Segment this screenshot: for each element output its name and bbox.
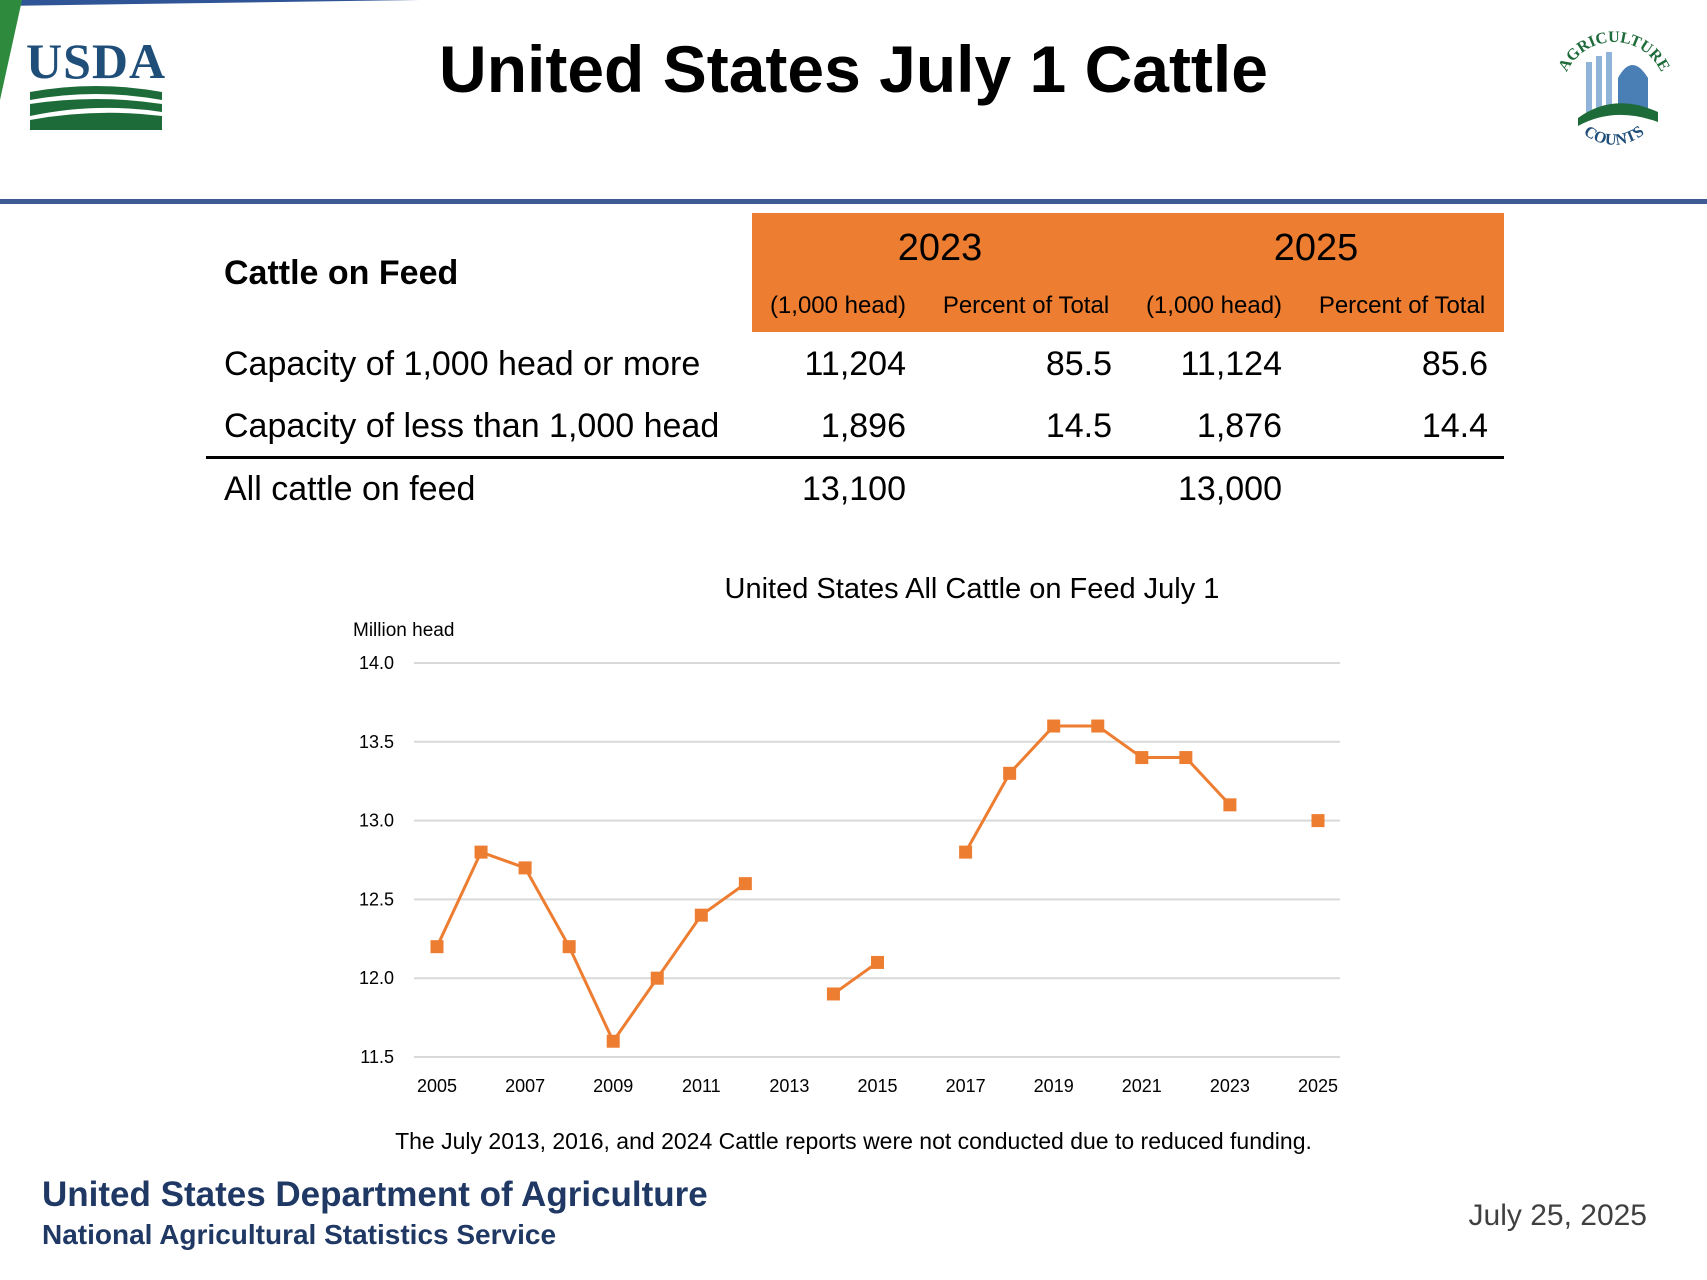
year-header-2023: 2023 xyxy=(897,227,983,269)
agriculture-counts-logo: AGRICULTURE COUNTS xyxy=(1548,22,1678,162)
subheader-head-2025: (1,000 head) xyxy=(1145,292,1283,319)
data-point xyxy=(1223,798,1237,812)
data-point xyxy=(1179,751,1193,765)
subheader-head-2023: (1,000 head) xyxy=(769,292,907,319)
chart-title: United States All Cattle on Feed July 1 xyxy=(725,573,1220,605)
y-tick-label: 12.5 xyxy=(359,889,394,909)
row-label-total: All cattle on feed xyxy=(224,470,476,508)
data-point xyxy=(474,845,488,859)
table-header-band xyxy=(752,213,1504,332)
page-title: United States July 1 Cattle xyxy=(439,32,1268,106)
data-point xyxy=(871,955,884,969)
data-point xyxy=(738,877,752,891)
usda-logo: USDA xyxy=(26,36,166,136)
year-header-2025: 2025 xyxy=(1273,227,1359,269)
header-rule xyxy=(0,199,1707,204)
series-line xyxy=(435,850,747,1045)
agriculture-counts-emblem: AGRICULTURE COUNTS xyxy=(1555,29,1673,149)
table-cell: 11,124 xyxy=(1180,345,1282,383)
x-tick-label: 2009 xyxy=(593,1076,633,1096)
y-tick-label: 13.5 xyxy=(359,732,394,752)
line-chart: United States All Cattle on Feed July 1 … xyxy=(353,573,1340,1096)
row-label-small-capacity: Capacity of less than 1,000 head xyxy=(224,407,720,445)
row-label-large-capacity: Capacity of 1,000 head or more xyxy=(224,345,701,383)
data-point xyxy=(562,940,576,954)
x-tick-label: 2013 xyxy=(769,1076,809,1096)
x-tick-label: 2019 xyxy=(1034,1076,1074,1096)
footer-department: United States Department of Agriculture xyxy=(42,1175,708,1214)
table-cell: 1,896 xyxy=(820,407,906,445)
x-tick-label: 2025 xyxy=(1298,1076,1338,1096)
subheader-percent-2025: Percent of Total xyxy=(1318,292,1486,319)
table-total-rule xyxy=(206,456,1504,459)
table-title: Cattle on Feed xyxy=(224,254,459,292)
table-cell: 85.6 xyxy=(1421,345,1488,383)
table-cell: 14.5 xyxy=(1045,407,1112,445)
series-line xyxy=(964,724,1231,853)
x-tick-label: 2005 xyxy=(417,1076,457,1096)
table-cell: 85.5 xyxy=(1045,345,1112,383)
y-tick-label: 13.0 xyxy=(359,811,394,831)
data-point xyxy=(606,1034,620,1048)
data-point xyxy=(430,940,444,954)
data-point xyxy=(1135,751,1149,765)
data-point xyxy=(959,845,973,859)
data-point xyxy=(1091,719,1105,733)
data-point xyxy=(826,987,840,1001)
data-point xyxy=(1047,719,1061,733)
subheader-percent-2023: Percent of Total xyxy=(942,292,1110,319)
x-tick-label: 2007 xyxy=(505,1076,545,1096)
y-tick-label: 11.5 xyxy=(360,1047,394,1067)
x-tick-label: 2015 xyxy=(857,1076,897,1096)
table-cell: 11,204 xyxy=(804,345,906,383)
data-point xyxy=(518,861,532,875)
y-axis-label: Million head xyxy=(353,620,454,641)
table-cell: 14.4 xyxy=(1421,407,1488,445)
y-tick-label: 14.0 xyxy=(359,653,394,673)
table-cell-total-2023: 13,100 xyxy=(802,470,906,508)
data-point xyxy=(1311,814,1325,828)
x-tick-label: 2023 xyxy=(1210,1076,1250,1096)
footer-service: National Agricultural Statistics Service xyxy=(42,1219,557,1250)
usda-logo-text: USDA xyxy=(26,33,167,89)
x-tick-label: 2017 xyxy=(946,1076,986,1096)
x-tick-label: 2021 xyxy=(1122,1076,1162,1096)
data-point xyxy=(1003,766,1017,780)
usda-logo-mark xyxy=(30,86,162,130)
data-point xyxy=(694,908,708,922)
corner-stripe xyxy=(0,0,420,100)
data-point xyxy=(650,971,664,985)
chart-footnote: The July 2013, 2016, and 2024 Cattle rep… xyxy=(395,1128,1312,1154)
footer-date: July 25, 2025 xyxy=(1468,1199,1647,1232)
x-tick-label: 2011 xyxy=(682,1076,721,1096)
table-cell-total-2025: 13,000 xyxy=(1178,470,1282,508)
series-line xyxy=(832,961,879,996)
table-cell: 1,876 xyxy=(1196,407,1282,445)
y-tick-label: 12.0 xyxy=(359,968,394,988)
